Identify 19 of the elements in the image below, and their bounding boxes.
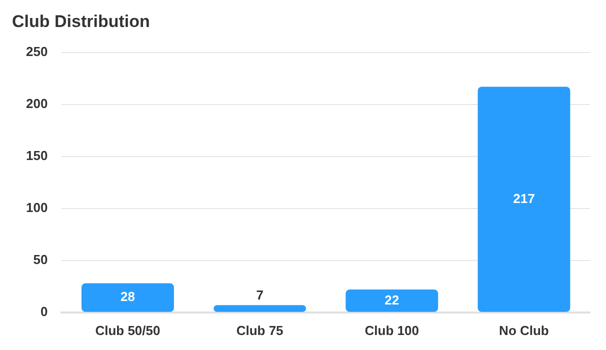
y-tick-label: 150 bbox=[26, 148, 48, 163]
x-tick-label: No Club bbox=[499, 322, 549, 338]
bar bbox=[82, 283, 174, 312]
chart-title: Club Distribution bbox=[12, 12, 150, 31]
data-label: 7 bbox=[256, 288, 264, 303]
data-label: 217 bbox=[513, 190, 535, 206]
y-tick-label: 100 bbox=[26, 200, 48, 215]
x-tick-label: Club 100 bbox=[364, 322, 419, 338]
data-label: 28 bbox=[120, 289, 135, 304]
y-tick-label: 0 bbox=[40, 304, 48, 319]
y-tick-label: 250 bbox=[26, 44, 48, 59]
x-tick-label: Club 50/50 bbox=[95, 322, 160, 338]
y-tick-label: 50 bbox=[33, 252, 48, 267]
x-tick-label: Club 75 bbox=[236, 322, 284, 338]
bar bbox=[478, 86, 570, 312]
bar bbox=[214, 305, 306, 312]
bar bbox=[346, 290, 438, 312]
data-label: 22 bbox=[384, 292, 400, 308]
y-tick-label: 200 bbox=[26, 96, 48, 111]
